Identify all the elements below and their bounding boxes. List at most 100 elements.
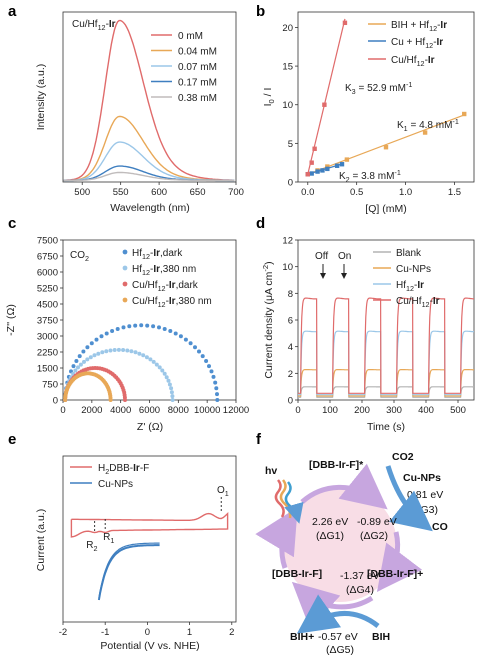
b-x-tick-label: 0.5 — [350, 187, 363, 198]
c-data-point — [82, 359, 86, 364]
e-series-line — [98, 542, 160, 599]
d-series-line — [298, 330, 474, 396]
e-x-tick-label: 0 — [145, 627, 150, 638]
c-data-point — [215, 398, 220, 402]
b-y-tick-label: 5 — [288, 139, 293, 150]
g1-label: (ΔG1) — [316, 530, 344, 542]
diagram-panel-f: hv [DBB-Ir-F]* CO2 Cu-NPs 0.81 eV (ΔG3) … — [255, 451, 448, 656]
b-y-tick-label: 15 — [282, 62, 293, 73]
c-data-point — [121, 348, 126, 352]
a-legend-label: 0.38 mM — [178, 93, 217, 104]
a-x-tick-label: 650 — [190, 187, 206, 198]
g4-label: (ΔG4) — [346, 584, 374, 596]
c-legend-label: Cu/Hf12-Ir,dark — [132, 280, 199, 293]
c-y-tick-label: 3750 — [37, 316, 58, 327]
d-series-line — [298, 369, 474, 397]
c-data-point — [81, 349, 86, 354]
c-data-point — [99, 334, 104, 339]
c-data-point — [112, 348, 117, 352]
panel-letter-c: c — [8, 215, 16, 232]
e-x-tick-label: 1 — [187, 627, 192, 638]
d-annotation-on: On — [338, 251, 351, 262]
cycle-arrow-right — [376, 531, 423, 592]
c-data-point — [200, 354, 205, 359]
c-data-point — [215, 392, 219, 397]
c-data-point — [183, 337, 188, 342]
b-legend-label: BIH + Hf12-Ir — [391, 20, 447, 33]
c-data-point — [89, 341, 94, 346]
c-x-tick-label: 12000 — [223, 405, 249, 416]
c-data-point — [96, 351, 101, 356]
d-x-axis-label: Time (s) — [367, 421, 405, 433]
b-y-axis-label: I0 / I — [262, 88, 276, 107]
panel-letter-e: e — [8, 431, 16, 448]
g5-energy: -0.57 eV — [318, 631, 358, 643]
c-data-point — [104, 349, 109, 354]
b-y-tick-label: 0 — [288, 178, 293, 189]
c-data-point — [214, 386, 219, 391]
panel-letter-a: a — [8, 3, 17, 20]
c-data-point — [129, 349, 134, 354]
c-data-point — [167, 382, 172, 387]
c-y-tick-label: 6000 — [37, 268, 58, 279]
panel-letter-b: b — [256, 3, 265, 20]
co-label: CO — [432, 521, 448, 533]
c-data-point — [204, 359, 209, 363]
c-legend-swatch — [122, 281, 128, 287]
e-series-line — [97, 544, 160, 601]
chart-panel-d: 0 100 200 300 400 500 0 2 4 6 8 10 12 Blank Cu-NPs Hf12… — [261, 236, 475, 433]
c-data-point — [74, 359, 79, 363]
b-y-tick-label: 20 — [282, 23, 293, 34]
a-y-axis-label: Intensity (a.u.) — [35, 64, 47, 131]
c-legend-swatch — [122, 249, 128, 255]
a-series-line — [63, 171, 235, 182]
c-y-tick-label: 0 — [53, 396, 58, 407]
c-data-point — [209, 369, 214, 374]
b-data-point — [325, 164, 330, 169]
c-data-point — [170, 394, 175, 399]
g2-label: (ΔG2) — [360, 530, 388, 542]
g3-energy: 0.81 eV — [407, 489, 443, 501]
panel-letter-d: d — [256, 215, 265, 232]
co2-reduction-arrow — [385, 465, 433, 532]
d-x-tick-label: 0 — [295, 405, 300, 416]
c-legend-swatch — [122, 265, 128, 271]
c-data-point — [137, 351, 142, 356]
b-annotation-k1: K1 = 4.8 mM-1 — [397, 117, 459, 133]
b-data-point — [309, 160, 314, 165]
c-data-point — [123, 398, 127, 402]
c-data-point — [166, 378, 171, 383]
a-x-axis-label: Wavelength (nm) — [110, 202, 190, 214]
c-data-point — [133, 350, 138, 355]
c-data-point — [85, 345, 90, 350]
a-plot-frame — [62, 11, 237, 183]
d-annotation-off: Off — [315, 251, 328, 262]
c-y-tick-label: 3000 — [37, 332, 58, 343]
c-data-point — [88, 355, 93, 360]
c-data-point — [162, 327, 167, 331]
b-data-point — [344, 157, 350, 162]
c-data-point — [188, 341, 193, 346]
c-data-point — [162, 371, 167, 376]
d-legend-label: Cu-NPs — [396, 264, 431, 275]
e-x-tick-label: -1 — [101, 627, 109, 638]
b-fit-line — [307, 114, 465, 175]
b-data-point — [325, 166, 330, 172]
b-x-tick-label: 1.5 — [448, 187, 461, 198]
cation-state-label: [DBB-Ir-F]+ — [367, 568, 423, 580]
chart-panel-e: -2 -1 0 1 2 O1 R1 R2 H2DBB-Ir-F Cu-NPs Potential (… — [35, 455, 237, 652]
e-annotation-r1: R1 — [103, 532, 114, 545]
chart-panel-a: 500 550 600 650 700 0 mM 0.04 mM 0.07 mM 0.17 mM… — [35, 11, 244, 214]
e-plot-frame — [62, 455, 237, 623]
bih-label: BIH — [372, 631, 390, 643]
c-data-point — [110, 329, 115, 333]
e-y-axis-label: Current (a.u.) — [35, 509, 47, 571]
light-wave-icon-3 — [284, 481, 304, 524]
d-x-tick-label: 200 — [354, 405, 370, 416]
d-legend-label: Cu/Hf12-Ir — [396, 296, 440, 309]
c-legend-label: Hf12-Ir,dark — [132, 248, 183, 261]
c-data-point — [197, 349, 201, 354]
b-annotation-k2: K2 = 3.8 mM-1 — [339, 168, 401, 184]
d-y-tick-label: 2 — [288, 369, 293, 380]
c-data-point — [139, 323, 144, 328]
